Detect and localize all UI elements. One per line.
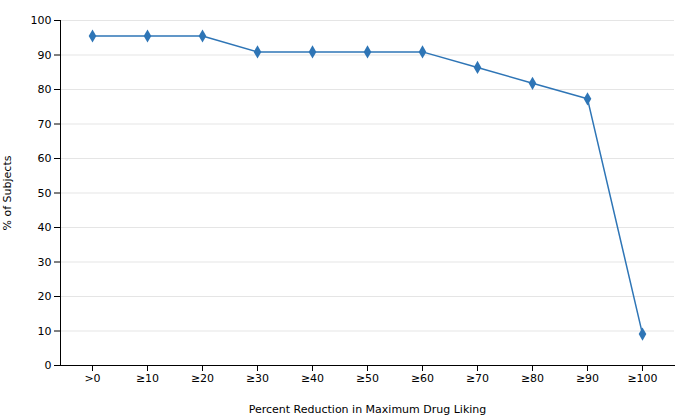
svg-text:20: 20 <box>38 290 52 303</box>
svg-text:80: 80 <box>38 83 52 96</box>
svg-text:90: 90 <box>38 49 52 62</box>
svg-text:≥60: ≥60 <box>411 372 434 385</box>
svg-text:50: 50 <box>38 187 52 200</box>
svg-text:10: 10 <box>38 325 52 338</box>
svg-text:≥20: ≥20 <box>191 372 214 385</box>
svg-text:70: 70 <box>38 118 52 131</box>
svg-text:Percent Reduction in Maximum D: Percent Reduction in Maximum Drug Liking <box>249 403 487 415</box>
svg-text:30: 30 <box>38 256 52 269</box>
svg-text:≥30: ≥30 <box>246 372 269 385</box>
svg-text:≥100: ≥100 <box>627 372 657 385</box>
svg-text:100: 100 <box>31 14 52 27</box>
svg-text:≥40: ≥40 <box>301 372 324 385</box>
svg-text:% of Subjects: % of Subjects <box>1 155 14 230</box>
svg-text:0: 0 <box>45 359 52 372</box>
svg-text:≥10: ≥10 <box>136 372 159 385</box>
svg-text:≥70: ≥70 <box>466 372 489 385</box>
svg-text:≥90: ≥90 <box>576 372 599 385</box>
svg-text:>0: >0 <box>84 372 100 385</box>
svg-text:≥50: ≥50 <box>356 372 379 385</box>
svg-text:40: 40 <box>38 221 52 234</box>
svg-text:≥80: ≥80 <box>521 372 544 385</box>
svg-text:60: 60 <box>38 152 52 165</box>
